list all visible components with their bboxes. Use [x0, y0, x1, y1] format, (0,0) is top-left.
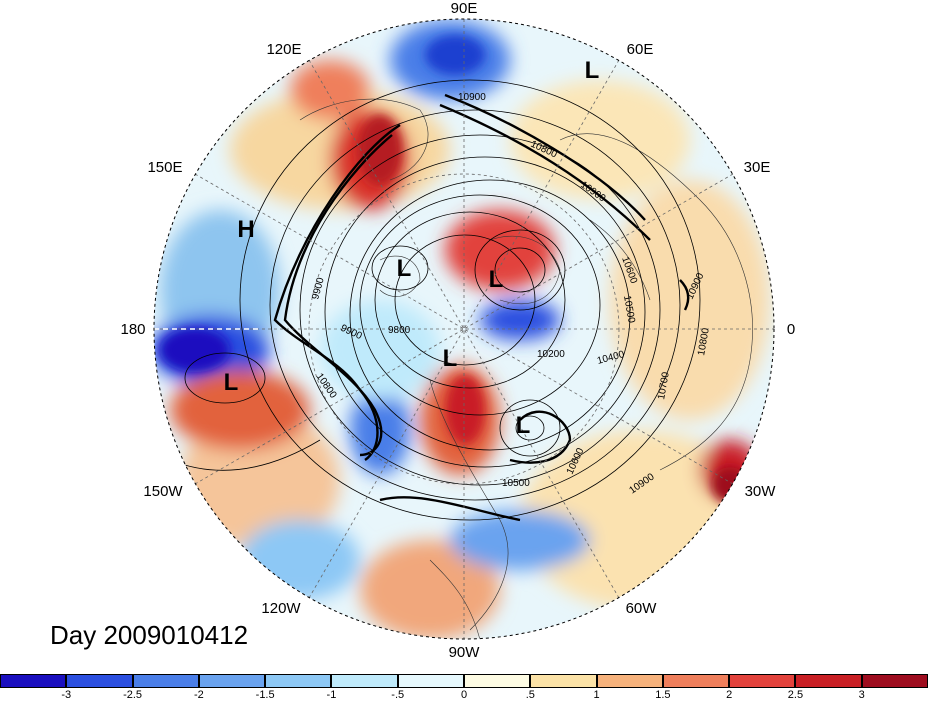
colorbar-box — [530, 674, 597, 688]
pressure-center-low: L — [585, 57, 600, 84]
colorbar-box — [331, 674, 398, 688]
contour-label: 10200 — [537, 349, 565, 360]
colorbar-tick-label: 3 — [858, 689, 865, 701]
height-contours — [169, 79, 701, 521]
colorbar-box — [729, 674, 796, 688]
lon-label-150w: 150W — [143, 483, 183, 500]
lon-label-120e: 120E — [266, 41, 301, 58]
colorbar-box — [795, 674, 862, 688]
colorbar-tick-label: -2 — [193, 689, 204, 701]
lon-label-60e: 60E — [627, 41, 654, 58]
anomaly-field — [154, 19, 774, 639]
colorbar-tick-label: -.5 — [391, 689, 405, 701]
lon-label-180: 180 — [120, 321, 145, 338]
colorbar-box — [596, 674, 663, 688]
contour-label: 10800 — [696, 327, 712, 357]
colorbar-tick-label: 0 — [460, 689, 468, 701]
pressure-center-low: L — [443, 345, 458, 372]
colorbar-box — [397, 674, 464, 688]
lon-label-150e: 150E — [147, 159, 182, 176]
lon-label-60w: 60W — [626, 600, 658, 617]
lon-label-0: 0 — [787, 321, 795, 338]
lon-label-90e: 90E — [451, 0, 478, 17]
lon-label-30e: 30E — [744, 159, 771, 176]
colorbar: -3 -2.5 -2 -1.5 -1 -.5 0 .5 1 1.5 2 2.5 3 — [0, 674, 928, 702]
colorbar-tick-label: 2.5 — [787, 689, 804, 701]
colorbar-box — [861, 674, 928, 688]
contour-label: 10900 — [458, 92, 486, 103]
colorbar-tick-label: 2 — [726, 689, 733, 701]
pressure-center-low: L — [224, 369, 239, 396]
lon-label-90w: 90W — [449, 644, 481, 661]
colorbar-tick-label: -1 — [326, 689, 337, 701]
colorbar-box — [66, 674, 133, 688]
contour-label: 10500 — [621, 295, 637, 325]
contour-label: 10700 — [656, 371, 672, 401]
jet-contours — [273, 93, 690, 522]
colorbar-tick-label: -1.5 — [255, 689, 275, 701]
colorbar-box — [198, 674, 266, 688]
colorbar-box — [265, 674, 332, 688]
lon-label-30w: 30W — [745, 483, 777, 500]
colorbar-tick-label: -3 — [61, 689, 72, 701]
contour-label: 10500 — [502, 478, 530, 489]
contour-label: 9800 — [388, 325, 411, 336]
date-title: Day 2009010412 — [50, 620, 249, 650]
colorbar-box — [662, 674, 730, 688]
pressure-center-low: L — [489, 266, 504, 293]
pressure-center-low: L — [397, 255, 412, 282]
pressure-center-high: H — [237, 216, 254, 243]
map-boundary — [153, 18, 775, 640]
colorbar-tick-label: -2.5 — [123, 689, 143, 701]
colorbar-box — [0, 674, 67, 688]
pressure-center-low: L — [516, 412, 531, 439]
colorbar-tick-label: .5 — [525, 689, 535, 701]
colorbar-tick-label: 1.5 — [655, 689, 671, 701]
colorbar-box — [464, 674, 531, 688]
colorbar-tick-label: 1 — [593, 689, 600, 701]
colorbar-box — [132, 674, 199, 688]
lon-label-120w: 120W — [261, 600, 301, 617]
